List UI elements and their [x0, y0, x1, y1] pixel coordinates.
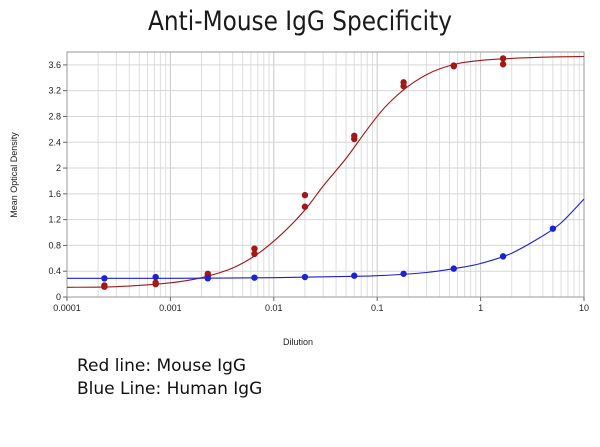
y-tick-label: 2.8 [48, 111, 61, 121]
data-point-series-1 [499, 61, 507, 68]
data-point-series-2 [549, 225, 557, 232]
data-point-series-1 [400, 79, 407, 86]
x-tick-label: 0.01 [265, 303, 283, 313]
data-point-series-1 [301, 191, 309, 199]
data-point-series-1 [251, 250, 258, 258]
data-point-series-2 [450, 265, 457, 272]
data-point-series-1 [101, 282, 108, 289]
x-tick-label: 0.1 [371, 303, 384, 313]
fitted-curves [66, 55, 585, 288]
legend-note-mouse: Red line: Mouse IgG [77, 356, 247, 376]
data-point-series-1 [351, 132, 358, 140]
data-point-series-2 [204, 275, 212, 282]
data-points [101, 55, 557, 290]
plot-border [66, 51, 585, 298]
x-axis-label: Dilution [283, 337, 313, 347]
y-axis-ticks: 0 0.4 0.8 1.2 1.6 2 2.4 2.8 3.2 3.6 [48, 60, 67, 302]
legend-note-human: Blue Line: Human IgG [77, 379, 263, 399]
grid-lines [67, 52, 584, 297]
data-point-series-2 [251, 274, 258, 281]
data-point-series-2 [351, 272, 358, 279]
y-tick-label: 3.6 [48, 60, 61, 70]
chart-title: Anti-Mouse IgG Specificity [148, 6, 452, 37]
x-axis-ticks: 0.0001 0.001 0.01 0.1 1 10 [53, 297, 589, 313]
x-tick-label: 0.001 [159, 303, 182, 313]
data-point-series-2 [152, 273, 159, 281]
y-tick-label: 0 [56, 292, 61, 302]
data-point-series-2 [101, 275, 108, 282]
y-tick-label: 3.2 [48, 86, 61, 96]
y-tick-label: 0.4 [48, 266, 61, 276]
data-point-series-1 [251, 245, 258, 252]
data-point-series-1 [450, 62, 457, 69]
data-point-series-1 [204, 270, 212, 277]
x-tick-label: 1 [478, 303, 483, 313]
data-point-series-2 [400, 270, 407, 277]
data-point-series-2 [499, 253, 507, 260]
data-point-series-1 [152, 279, 159, 287]
y-axis-label: Mean Optical Density [9, 132, 19, 218]
y-tick-label: 1.2 [48, 215, 61, 225]
y-tick-label: 1.6 [48, 189, 61, 199]
y-tick-label: 2 [56, 163, 61, 173]
data-point-series-1 [499, 55, 507, 62]
y-tick-label: 2.4 [48, 137, 61, 147]
plot-frame [66, 51, 585, 298]
curve-series-2 [66, 198, 585, 279]
x-tick-label: 0.0001 [53, 303, 81, 313]
x-tick-label: 10 [579, 303, 589, 313]
data-point-series-2 [301, 273, 309, 281]
data-point-series-1 [301, 203, 309, 210]
y-tick-label: 0.8 [48, 240, 61, 250]
